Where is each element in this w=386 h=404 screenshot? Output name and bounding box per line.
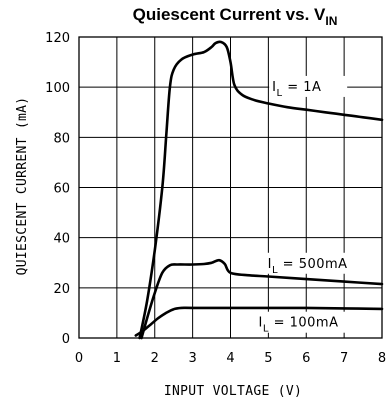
curves <box>134 40 384 340</box>
series-label-value: = 500mA <box>278 257 348 272</box>
series-label-value: = 1A <box>283 80 322 95</box>
series-label-value: = 100mA <box>269 316 339 331</box>
x-tick-label-0: 0 <box>75 351 83 366</box>
x-tick-label-1: 1 <box>113 351 121 366</box>
x-tick-label-6: 6 <box>302 351 310 366</box>
series-1a-label: IL = 1A <box>269 75 348 99</box>
plot-frame <box>78 36 383 339</box>
y-tick-label-4: 80 <box>53 131 70 146</box>
x-tick-label-3: 3 <box>188 351 196 366</box>
series-label-text: IL = 1A <box>272 80 321 99</box>
series-label-background <box>264 252 369 274</box>
x-tick-label-4: 4 <box>226 351 234 366</box>
y-tick-label-1: 20 <box>53 282 70 297</box>
series-label-main: I <box>268 257 272 272</box>
series-label-subscript: L <box>263 324 269 335</box>
x-tick-label-5: 5 <box>264 351 272 366</box>
series-500ma-label: IL = 500mA <box>264 252 369 276</box>
chart-title-subscript: IN <box>325 14 337 28</box>
y-tick-label-6: 120 <box>45 31 70 46</box>
x-tick-label-7: 7 <box>340 351 348 366</box>
series-label-subscript: L <box>272 265 278 276</box>
x-tick-label-8: 8 <box>378 351 386 366</box>
y-tick-label-3: 60 <box>53 182 70 197</box>
series-label-text: IL = 500mA <box>268 257 348 276</box>
series-100ma-label: IL = 100mA <box>255 311 360 335</box>
chart-title-text: Quiescent Current vs. V <box>133 5 326 24</box>
series-500ma-line <box>140 258 384 340</box>
y-tick-label-2: 40 <box>53 232 70 247</box>
series-100ma-line <box>134 306 384 337</box>
x-tick-labels: 0 1 2 3 4 5 6 7 8 <box>75 351 386 366</box>
series-label-subscript: L <box>277 88 283 99</box>
series-label-main: I <box>259 316 263 331</box>
series-label-main: I <box>272 80 276 95</box>
y-tick-label-5: 100 <box>45 81 70 96</box>
y-tick-label-0: 0 <box>62 332 70 347</box>
series-label-text: IL = 100mA <box>259 316 339 335</box>
x-tick-label-2: 2 <box>151 351 159 366</box>
series-label-background <box>255 311 360 333</box>
series-label-background <box>269 75 348 97</box>
chart-title: Quiescent Current vs. VIN <box>133 5 338 28</box>
y-tick-labels: 0 20 40 60 80 100 120 <box>45 31 70 347</box>
y-axis-label: QUIESCENT CURRENT (mA) <box>15 97 30 276</box>
x-axis-label: INPUT VOLTAGE (V) <box>164 384 302 399</box>
series-1a-line <box>138 40 384 340</box>
